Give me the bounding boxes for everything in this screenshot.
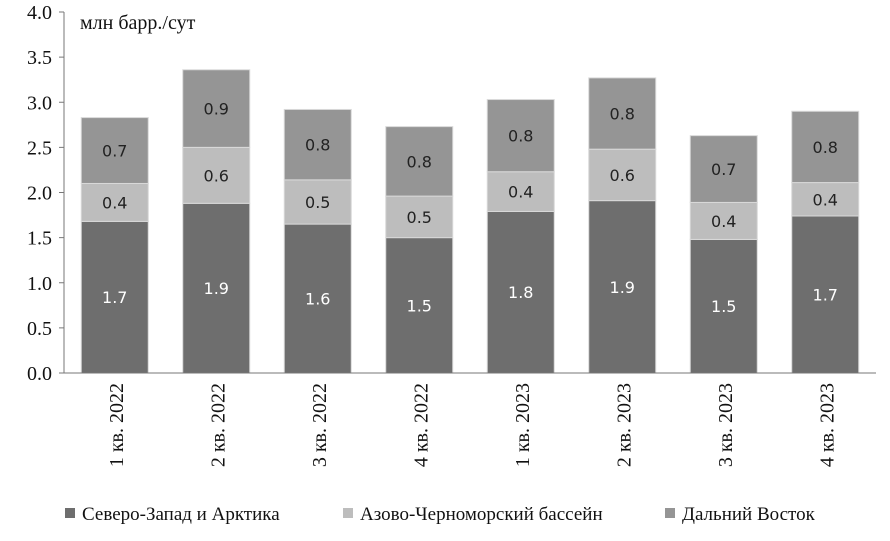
y-tick-label: 1.0 [27,273,52,295]
y-tick-label: 0.5 [27,318,52,340]
x-tick-label: 1 кв. 2023 [512,383,534,467]
bar-segment [588,200,657,374]
bar-value-label: 1.5 [711,297,736,316]
x-tick-label: 3 кв. 2022 [309,383,331,467]
bar-value-label: 1.9 [204,279,229,298]
bar-segment [283,179,352,225]
y-axis-unit-label: млн барр./сут [80,12,196,34]
legend-swatch [343,508,353,518]
x-tick-label: 2 кв. 2022 [207,383,229,467]
bar-value-label: 1.5 [407,296,432,315]
bar-segment [486,99,555,173]
y-tick-label: 4.0 [27,2,52,24]
x-tick-label: 4 кв. 2023 [816,383,838,467]
y-tick-label: 3.5 [27,47,52,69]
y-tick-label: 2.5 [27,137,52,159]
bar-value-label: 1.6 [305,290,330,309]
x-tick-label: 3 кв. 2023 [715,383,737,467]
bar-segment [689,135,758,203]
bar-value-label: 0.5 [407,208,432,227]
bar-segment [385,126,454,197]
x-tick-label: 1 кв. 2022 [106,383,128,467]
legend-swatch [665,508,675,518]
bar-value-label: 0.9 [204,100,229,119]
bar-value-label: 0.4 [711,212,736,231]
bar-segment [80,117,149,184]
bar-value-label: 0.6 [204,166,229,185]
y-tick-label: 2.0 [27,183,52,205]
y-tick-label: 1.5 [27,228,52,250]
bar-segment [182,69,251,148]
bar-segment [791,182,860,217]
bar-value-label: 0.8 [305,136,330,155]
bar-segment [80,220,149,374]
legend-label: Северо-Запад и Арктика [82,504,280,525]
bar-segment [385,237,454,374]
bar-value-label: 1.7 [102,288,127,307]
legend-label: Дальний Восток [682,504,816,525]
bar-segment [689,238,758,374]
bars-group: 1.7 0.4 0.7 1.9 0.6 0.9 1.6 0.5 0.8 1.5 0.5 0.8 1.8 0… [80,69,860,374]
bar-segment [791,215,860,374]
bar-value-label: 0.8 [407,152,432,171]
legend-label: Азово-Черноморский бассейн [360,504,603,525]
bar-value-label: 0.4 [813,190,838,209]
bar-value-label: 0.4 [508,183,533,202]
bar-value-label: 0.7 [711,160,736,179]
x-tick-label: 4 кв. 2022 [410,383,432,467]
bar-value-label: 0.4 [102,193,127,212]
axes [63,12,876,374]
bar-value-label: 0.8 [813,138,838,157]
bar-value-label: 1.9 [610,278,635,297]
bar-segment [182,146,251,204]
x-tick-label: 2 кв. 2023 [613,383,635,467]
bar-value-label: 0.5 [305,193,330,212]
x-axis-ticks: 1 кв. 2022 2 кв. 2022 3 кв. 2022 4 кв. 2022… [106,383,839,467]
y-tick-label: 0.0 [27,363,52,385]
bar-segment [283,108,352,181]
y-axis-ticks: 0.0 0.5 1.0 1.5 2.0 2.5 3.0 3.5 4.0 [27,2,64,385]
bar-segment [689,201,758,240]
bar-segment [588,148,657,202]
bar-segment [80,182,149,222]
bar-value-label: 0.7 [102,142,127,161]
y-tick-label: 3.0 [27,92,52,114]
bar-value-label: 1.7 [813,285,838,304]
bar-segment [791,110,860,184]
bar-segment [588,77,657,150]
bar-segment [486,171,555,212]
bar-value-label: 0.8 [610,105,635,124]
bar-value-label: 1.8 [508,283,533,302]
bar-segment [486,210,555,374]
legend-swatch [65,508,75,518]
bar-value-label: 0.8 [508,127,533,146]
bar-value-label: 0.6 [610,166,635,185]
legend: Северо-Запад и Арктика Азово-Черноморский… [65,504,816,525]
